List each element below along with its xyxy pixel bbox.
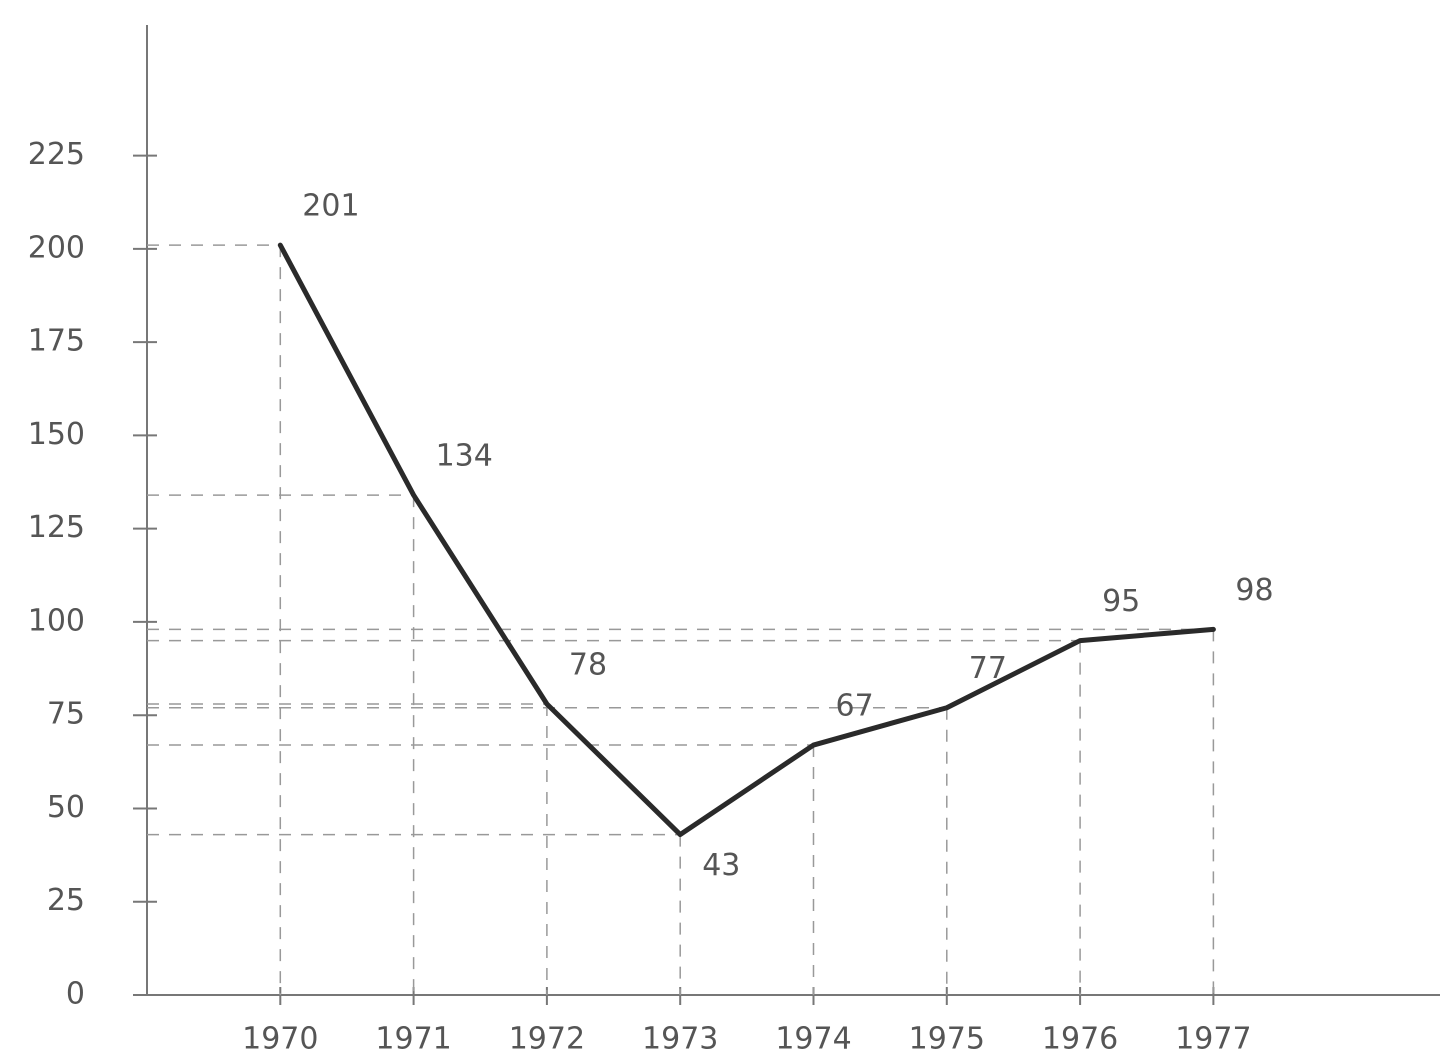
data-label: 43: [702, 848, 740, 883]
y-tick-label: 100: [28, 603, 85, 638]
y-tick-label: 175: [28, 324, 85, 359]
y-tick-label: 75: [47, 697, 85, 732]
y-tick-label: 125: [28, 510, 85, 545]
data-label: 77: [969, 651, 1007, 686]
data-label: 134: [436, 439, 493, 474]
x-tick-label: 1970: [242, 1022, 318, 1057]
y-tick-label: 225: [28, 137, 85, 172]
data-label: 201: [302, 189, 359, 224]
data-label: 98: [1235, 573, 1273, 608]
y-tick-label: 25: [47, 883, 85, 918]
x-tick-label: 1977: [1175, 1022, 1251, 1057]
y-tick-label: 150: [28, 417, 85, 452]
data-label: 67: [835, 689, 873, 724]
x-tick-label: 1974: [775, 1022, 851, 1057]
y-tick-label: 200: [28, 230, 85, 265]
x-tick-label: 1971: [375, 1022, 451, 1057]
x-tick-label: 1975: [909, 1022, 985, 1057]
data-label: 78: [569, 648, 607, 683]
y-tick-label: 50: [47, 790, 85, 825]
data-line: [277, 242, 1216, 838]
data-label: 95: [1102, 584, 1140, 619]
x-tick-label: 1972: [509, 1022, 585, 1057]
y-tick-label: 0: [66, 977, 85, 1012]
x-tick-label: 1973: [642, 1022, 718, 1057]
x-tick-label: 1976: [1042, 1022, 1118, 1057]
